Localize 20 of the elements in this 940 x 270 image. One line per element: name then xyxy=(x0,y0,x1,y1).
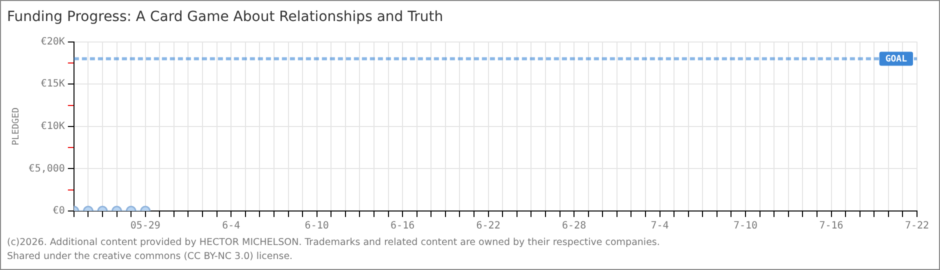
text: (c)2026. Additional content provided by HECTOR MICHELSON. Trademarks and related content are owned by their respective companies. xyxy=(7,237,660,248)
x-tick-label: 6-28 xyxy=(562,220,586,232)
x-tick-label: 6-22 xyxy=(476,220,500,232)
y-tick-label: €20K xyxy=(40,36,65,48)
x-tick-label: 6-16 xyxy=(390,220,415,232)
y-axis-title: PLEDGED xyxy=(12,107,22,146)
ref-line-label: GOAL xyxy=(885,54,908,65)
y-tick-label: €5,000 xyxy=(28,163,65,174)
x-tick-label: 7-10 xyxy=(733,220,758,232)
x-tick-label: 7-16 xyxy=(819,220,844,232)
y-tick-label: €0 xyxy=(52,206,65,217)
y-tick-label: €15K xyxy=(40,78,65,90)
chart-title: Funding Progress: A Card Game About Relationships and Truth xyxy=(7,9,444,26)
x-tick-label: 6-10 xyxy=(304,220,329,232)
text: Shared under the creative commons (CC BY-NC 3.0) license. xyxy=(7,251,293,262)
x-tick-label: 05-29 xyxy=(130,220,160,232)
y-tick-label: €10K xyxy=(40,120,65,132)
x-tick-label: 6-4 xyxy=(222,220,240,232)
x-tick-label: 7-4 xyxy=(650,220,669,232)
x-tick-label: 7-22 xyxy=(904,220,930,232)
